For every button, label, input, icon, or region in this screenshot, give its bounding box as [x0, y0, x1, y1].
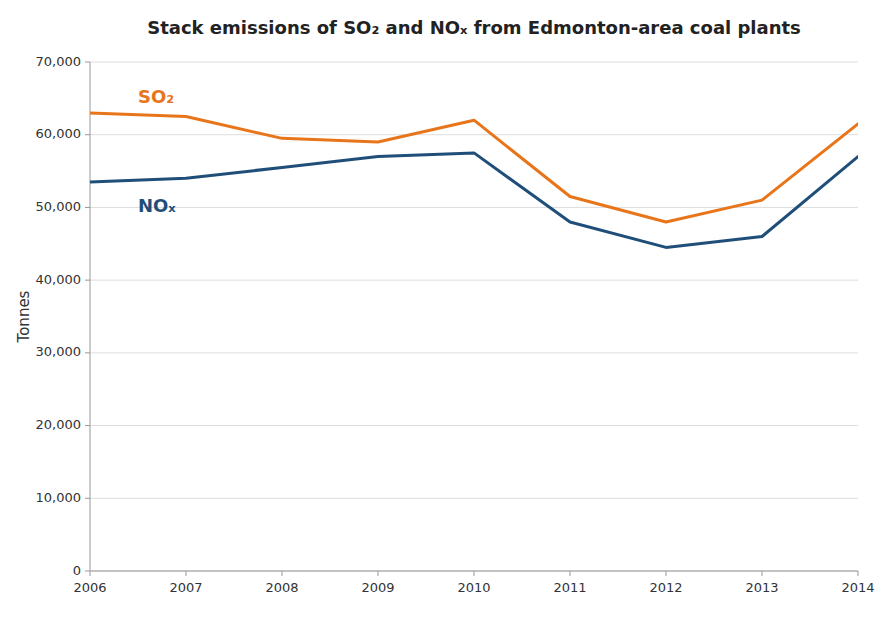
y-tick-label: 60,000 — [36, 126, 82, 141]
grid-line — [90, 498, 858, 499]
annotation: SO₂ — [138, 86, 174, 107]
y-tick — [85, 425, 90, 426]
y-tick-label: 30,000 — [36, 344, 82, 359]
x-tick-label: 2014 — [841, 580, 874, 595]
x-tick — [474, 571, 475, 576]
x-tick-label: 2012 — [649, 580, 682, 595]
grid — [90, 62, 858, 571]
grid-line — [90, 62, 858, 63]
x-tick — [282, 571, 283, 576]
y-tick — [85, 498, 90, 499]
x-tick-label: 2010 — [457, 580, 490, 595]
x-tick — [90, 571, 91, 576]
annotations: SO₂ NOₓ — [138, 86, 176, 216]
grid-line — [90, 352, 858, 353]
y-tick-label: 40,000 — [36, 272, 82, 287]
axes: 0 10,000 20,000 30,000 40,000 50,000 60,000 70,… — [36, 54, 875, 596]
y-tick-label: 10,000 — [36, 490, 82, 505]
y-tick-label: 70,000 — [36, 54, 82, 69]
grid-line — [90, 425, 858, 426]
line — [90, 113, 858, 222]
x-tick-label: 2008 — [265, 580, 298, 595]
y-tick — [85, 352, 90, 353]
x-axis — [90, 571, 858, 572]
x-tick-label: 2011 — [553, 580, 586, 595]
plot-area — [90, 113, 858, 248]
x-tick — [186, 571, 187, 576]
title: Stack emissions of SO₂ and NOₓ from Edmo… — [147, 17, 801, 38]
x-tick-label: 2009 — [361, 580, 394, 595]
y-axis — [90, 62, 91, 571]
line — [90, 153, 858, 248]
x-tick — [858, 571, 859, 576]
y-tick-label: 50,000 — [36, 199, 82, 214]
y-tick-label: 20,000 — [36, 417, 82, 432]
x-tick-label: 2006 — [73, 580, 106, 595]
y-tick — [85, 134, 90, 135]
x-tick-label: 2007 — [169, 580, 202, 595]
x-tick — [666, 571, 667, 576]
chart: 0 10,000 20,000 30,000 40,000 50,000 60,000 70,… — [0, 0, 888, 623]
grid-line — [90, 280, 858, 281]
y-tick-label: 0 — [73, 563, 81, 578]
annotation: NOₓ — [138, 195, 176, 216]
x-tick — [762, 571, 763, 576]
y-axis-label: Tonnes — [15, 290, 33, 343]
grid-line — [90, 207, 858, 208]
x-tick — [378, 571, 379, 576]
grid-line — [90, 134, 858, 135]
y-tick — [85, 571, 90, 572]
x-tick — [570, 571, 571, 576]
x-tick-label: 2013 — [745, 580, 778, 595]
y-tick — [85, 62, 90, 63]
y-tick — [85, 207, 90, 208]
y-tick — [85, 280, 90, 281]
grid-line — [90, 571, 858, 572]
